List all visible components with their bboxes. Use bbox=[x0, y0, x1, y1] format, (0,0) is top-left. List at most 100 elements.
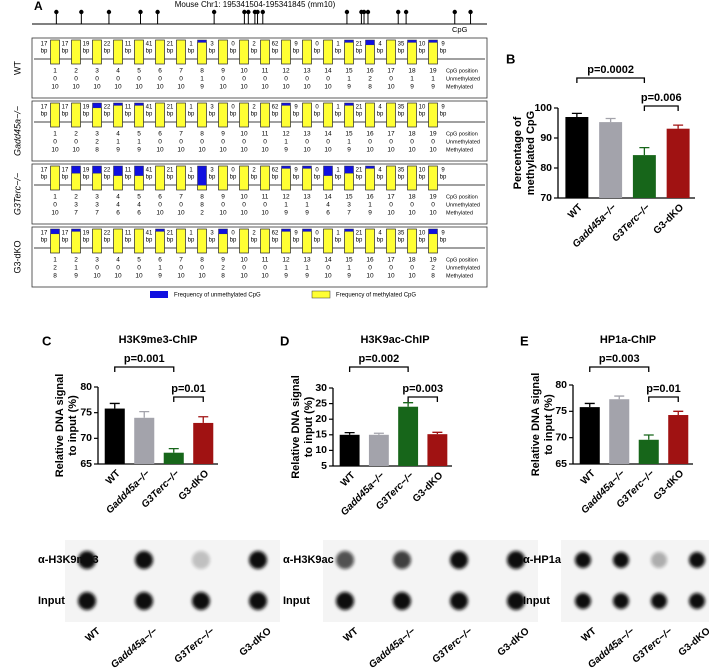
error-bar bbox=[168, 447, 179, 453]
unmethylated-count: 1 bbox=[410, 76, 414, 83]
cpg-head bbox=[255, 9, 260, 15]
panel-title: Mouse Chr1: 195341504-195341845 (mm10) bbox=[175, 0, 336, 9]
cpg-head bbox=[54, 9, 59, 15]
blot-dot bbox=[135, 551, 153, 569]
bp-value: 17 bbox=[62, 105, 69, 111]
methylated-count: 10 bbox=[387, 273, 395, 280]
methylated-box bbox=[176, 165, 186, 191]
bp-value: 62 bbox=[272, 105, 279, 111]
cpg-position: 9 bbox=[221, 257, 225, 264]
p-value: p=0.002 bbox=[359, 353, 400, 365]
box-outline bbox=[176, 228, 186, 254]
methylated-box bbox=[197, 42, 207, 65]
cpg-position: 5 bbox=[137, 68, 141, 75]
methylated-box bbox=[197, 228, 207, 254]
unmethylated-count: 0 bbox=[242, 202, 246, 209]
cpg-head bbox=[246, 9, 251, 15]
methylated-box bbox=[239, 39, 249, 65]
box-outline bbox=[197, 102, 207, 128]
p-value: p=0.003 bbox=[402, 383, 443, 395]
cpg-position: 15 bbox=[345, 194, 353, 201]
bp-unit: bp bbox=[272, 112, 279, 118]
cpg-position: 4 bbox=[116, 131, 120, 138]
row-frame bbox=[31, 100, 488, 162]
unmethylated-count: 0 bbox=[116, 76, 120, 83]
bp-unit: bp bbox=[188, 238, 195, 244]
methylated-count: 10 bbox=[324, 84, 332, 91]
cpg-position: 12 bbox=[282, 68, 290, 75]
cpg-position: 14 bbox=[324, 257, 332, 264]
row-label: G3Terc−/− bbox=[12, 173, 22, 215]
methylated-box bbox=[92, 107, 102, 128]
box-outline bbox=[302, 39, 312, 65]
box-outline bbox=[155, 165, 165, 191]
methylated-box bbox=[323, 39, 333, 65]
methylated-count: 10 bbox=[303, 84, 311, 91]
methylated-count: 9 bbox=[431, 84, 435, 91]
cpg-position: 2 bbox=[74, 194, 78, 201]
methylated-count: 10 bbox=[261, 273, 269, 280]
unmethylated-box bbox=[281, 103, 291, 106]
error-bar bbox=[571, 112, 582, 117]
error-bar bbox=[673, 410, 684, 416]
methylated-box bbox=[365, 168, 375, 191]
unmethylated-count: 0 bbox=[200, 139, 204, 146]
box-outline bbox=[428, 228, 438, 254]
unmethylated-count: 0 bbox=[389, 202, 393, 209]
bp-unit: bp bbox=[440, 112, 447, 118]
blot-lane-label: Gadd45a−/− bbox=[109, 626, 160, 670]
blot-dot bbox=[336, 551, 354, 569]
cpg-position: 16 bbox=[366, 131, 374, 138]
blot-lane-label: G3-dKO bbox=[238, 626, 274, 659]
blot-lane-label: G3-dKO bbox=[496, 626, 532, 659]
unmethylated-count: 0 bbox=[74, 139, 78, 146]
cpg-position: 14 bbox=[324, 131, 332, 138]
unmethylated-count: 0 bbox=[242, 265, 246, 272]
bar bbox=[668, 415, 689, 464]
bp-unit: bp bbox=[125, 175, 132, 181]
unmethylated-count: 1 bbox=[284, 202, 288, 209]
unmethylated-count: 0 bbox=[284, 76, 288, 83]
cpg-position: 19 bbox=[429, 131, 437, 138]
cpg-position: 18 bbox=[408, 194, 416, 201]
bp-value: 41 bbox=[146, 42, 153, 48]
cpg-position: 2 bbox=[74, 131, 78, 138]
cpg-position: 15 bbox=[345, 257, 353, 264]
box-outline bbox=[260, 228, 270, 254]
row-frame bbox=[31, 37, 488, 99]
bar bbox=[632, 155, 656, 198]
box-outline bbox=[239, 165, 249, 191]
y-tick-label: 80 bbox=[540, 162, 552, 174]
significance-bracket bbox=[114, 366, 175, 372]
chart-title: HP1a-ChIP bbox=[600, 334, 656, 346]
unmethylated-count: 0 bbox=[179, 76, 183, 83]
bp-value: 9 bbox=[441, 168, 445, 174]
unmethylated-count: 0 bbox=[368, 139, 372, 146]
bp-unit: bp bbox=[83, 112, 90, 118]
box-outline bbox=[50, 102, 60, 128]
cpg-position: 18 bbox=[408, 131, 416, 138]
unmethylated-count: 2 bbox=[431, 265, 435, 272]
bp-unit: bp bbox=[62, 112, 69, 118]
unmethylated-box bbox=[218, 229, 228, 234]
unmethylated-box bbox=[113, 166, 123, 176]
bp-value: 22 bbox=[104, 231, 111, 237]
bp-unit: bp bbox=[146, 112, 153, 118]
unmethylated-box bbox=[92, 103, 102, 108]
methylated-box bbox=[428, 165, 438, 191]
chart-title: H3K9ac-ChIP bbox=[360, 334, 429, 346]
box-outline bbox=[113, 39, 123, 65]
bp-unit: bp bbox=[251, 49, 258, 55]
cpg-head bbox=[242, 9, 247, 15]
box-outline bbox=[428, 165, 438, 191]
bp-unit: bp bbox=[230, 175, 237, 181]
bp-unit: bp bbox=[314, 49, 321, 55]
bp-value: 21 bbox=[356, 105, 363, 111]
bp-value: 62 bbox=[272, 42, 279, 48]
panel-letter: C bbox=[42, 333, 52, 348]
blot-dot bbox=[689, 552, 705, 568]
cpg-position: 8 bbox=[200, 257, 204, 264]
bp-value: 3 bbox=[210, 42, 214, 48]
bp-unit: bp bbox=[209, 175, 216, 181]
bp-value: 1 bbox=[336, 42, 340, 48]
